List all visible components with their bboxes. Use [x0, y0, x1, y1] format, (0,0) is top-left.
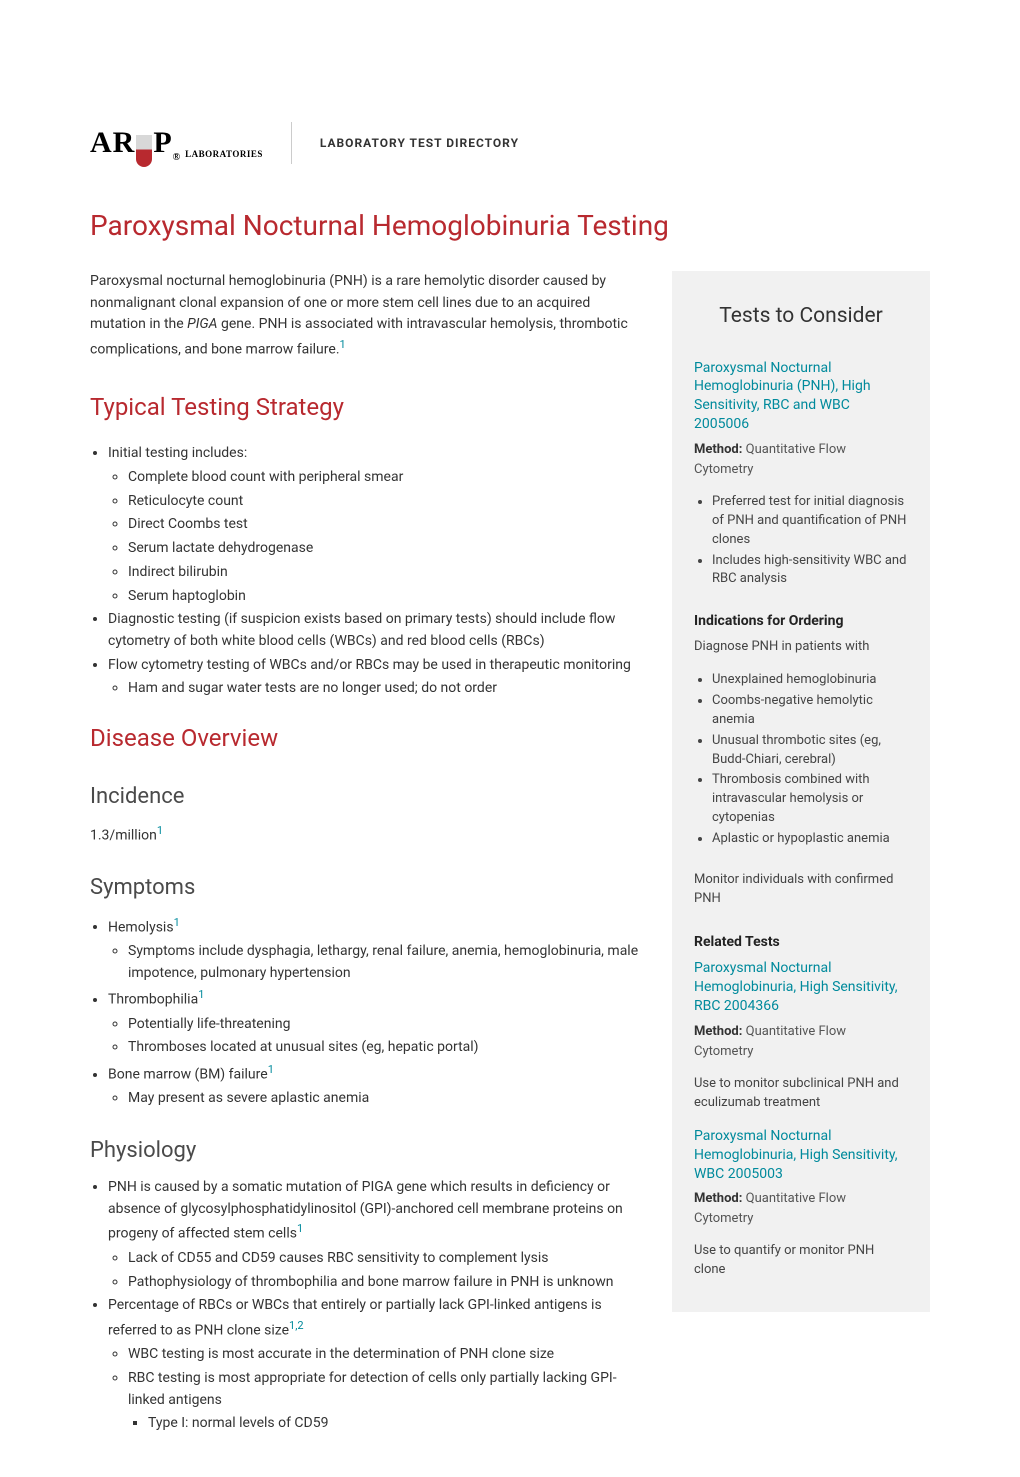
related-test-link[interactable]: Paroxysmal Nocturnal Hemoglobinuria, Hig…: [694, 959, 908, 1016]
reference-link[interactable]: 1: [157, 824, 163, 837]
sidebar-title: Tests to Consider: [694, 301, 908, 333]
symptoms-heading: Symptoms: [90, 871, 646, 904]
incidence-value: 1.3/million1: [90, 823, 646, 847]
method-line: Method: Quantitative Flow Cytometry: [694, 440, 908, 479]
reference-link[interactable]: 1: [198, 988, 204, 1001]
method-line: Method: Quantitative Flow Cytometry: [694, 1022, 908, 1061]
logo-text-2: P: [153, 120, 172, 165]
overview-heading: Disease Overview: [90, 720, 646, 756]
indications-heading: Indications for Ordering: [694, 611, 908, 632]
primary-test-features: Preferred test for initial diagnosis of …: [694, 493, 908, 589]
indications-lead: Diagnose PNH in patients with: [694, 638, 908, 657]
monitor-text: Monitor individuals with confirmed PNH: [694, 871, 908, 909]
physiology-list: PNH is caused by a somatic mutation of P…: [90, 1177, 646, 1435]
reference-link[interactable]: 1,2: [289, 1319, 304, 1332]
logo-tube-icon: [136, 135, 152, 167]
symptoms-list: Hemolysis1 Symptoms include dysphagia, l…: [90, 914, 646, 1110]
indications-list: Unexplained hemoglobinuria Coombs-negati…: [694, 671, 908, 849]
reference-link[interactable]: 1: [174, 916, 180, 929]
reference-link[interactable]: 1: [340, 338, 346, 351]
related-test-link[interactable]: Paroxysmal Nocturnal Hemoglobinuria, Hig…: [694, 1127, 908, 1184]
related-test-desc: Use to monitor subclinical PNH and eculi…: [694, 1075, 908, 1113]
main-content: Paroxysmal nocturnal hemoglobinuria (PNH…: [90, 271, 646, 1437]
related-heading: Related Tests: [694, 932, 908, 953]
primary-test-link[interactable]: Paroxysmal Nocturnal Hemoglobinuria (PNH…: [694, 359, 908, 435]
incidence-heading: Incidence: [90, 780, 646, 813]
tests-sidebar: Tests to Consider Paroxysmal Nocturnal H…: [672, 271, 930, 1312]
header-divider: [291, 122, 292, 164]
physiology-heading: Physiology: [90, 1134, 646, 1167]
directory-title: LABORATORY TEST DIRECTORY: [320, 134, 519, 152]
strategy-heading: Typical Testing Strategy: [90, 389, 646, 425]
method-line: Method: Quantitative Flow Cytometry: [694, 1189, 908, 1228]
intro-paragraph: Paroxysmal nocturnal hemoglobinuria (PNH…: [90, 271, 646, 361]
strategy-list: Initial testing includes: Complete blood…: [90, 443, 646, 700]
page-title: Paroxysmal Nocturnal Hemoglobinuria Test…: [90, 205, 930, 247]
logo-subtitle: LABORATORIES: [185, 148, 263, 162]
page-header: AR P® LABORATORIES LABORATORY TEST DIRECT…: [90, 120, 930, 165]
reference-link[interactable]: 1: [268, 1063, 274, 1076]
reference-link[interactable]: 1: [297, 1222, 303, 1235]
registered-icon: ®: [173, 150, 181, 165]
logo-text-1: AR: [90, 120, 135, 165]
logo: AR P® LABORATORIES: [90, 120, 263, 165]
related-test-desc: Use to quantify or monitor PNH clone: [694, 1242, 908, 1280]
